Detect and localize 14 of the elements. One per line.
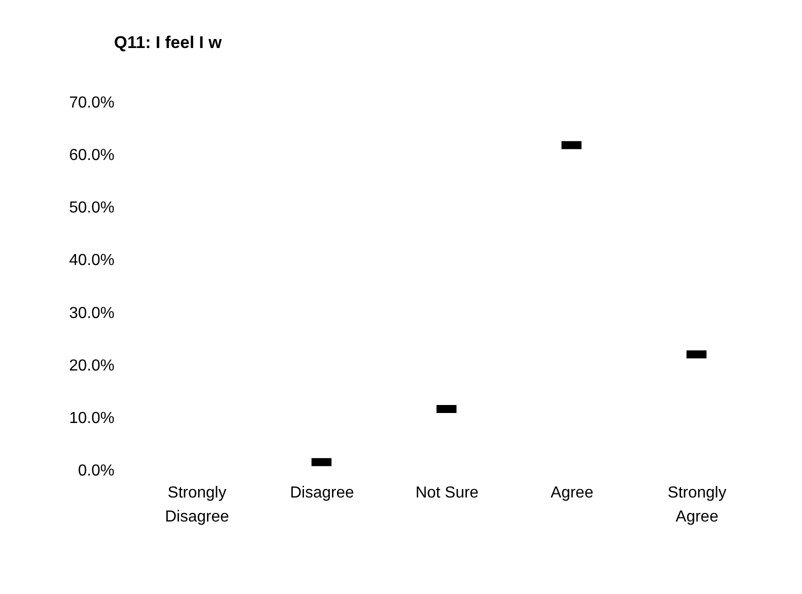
y-tick-label: 70.0% (69, 94, 114, 112)
y-tick-label: 10.0% (69, 410, 114, 427)
y-tick-label: 50.0% (69, 200, 114, 217)
y-tick-label: 20.0% (69, 357, 114, 374)
chart-title: Q11: I feel I w (114, 33, 222, 52)
y-tick-label: 40.0% (69, 252, 114, 270)
y-tick-label: 60.0% (69, 147, 114, 164)
y-tick-label: 0.0% (78, 462, 114, 480)
x-tick-label: Strongly Agree (668, 484, 726, 526)
y-tick-label: 30.0% (69, 304, 114, 322)
x-tick-label: Disagree (290, 484, 354, 502)
x-tick-label: Strongly Disagree (164, 484, 230, 526)
x-tick-label: Not Sure (415, 484, 479, 502)
x-tick-label: Agree (550, 484, 594, 502)
